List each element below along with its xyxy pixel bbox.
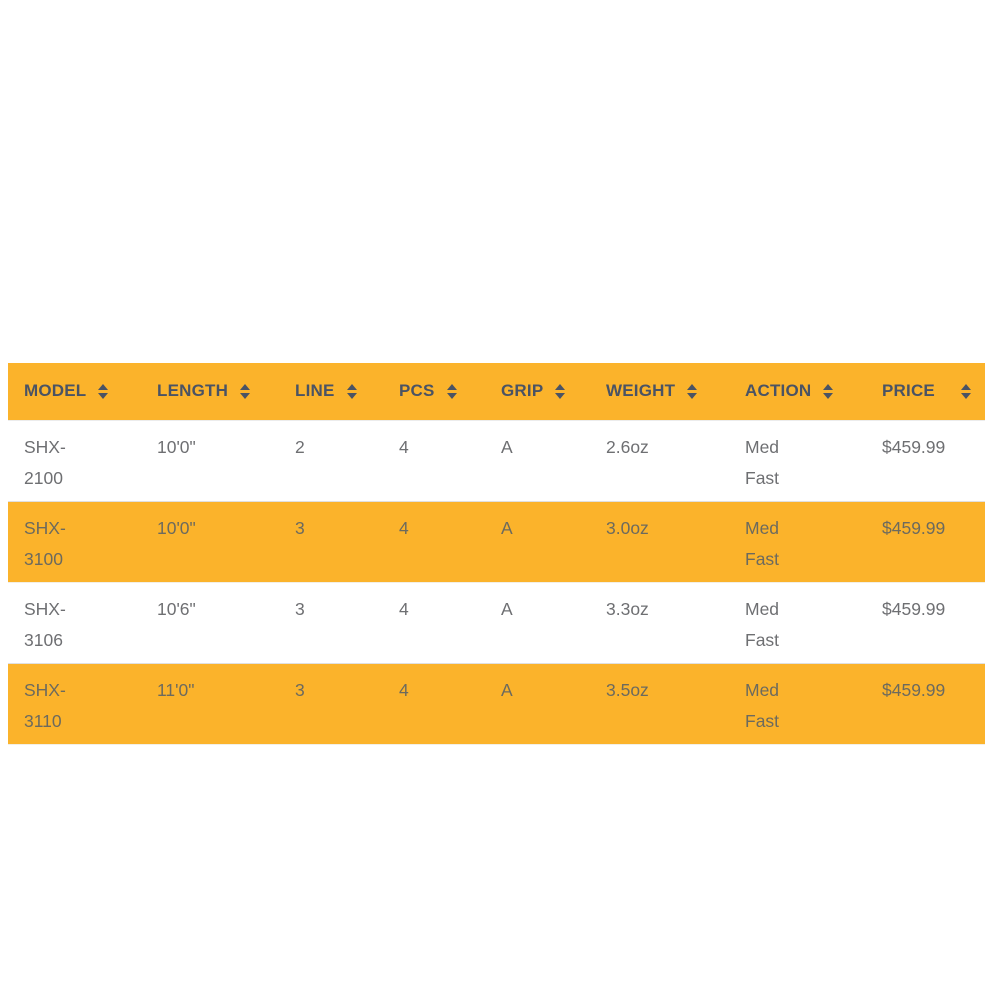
table-row: SHX- 2100 10'0" 2 4 A 2.6oz Med Fast $45…: [8, 420, 985, 502]
column-header-label: WEIGHT: [606, 381, 676, 401]
column-header-label: LINE: [295, 381, 335, 401]
cell-grip: A: [485, 663, 590, 745]
cell-model: SHX- 3106: [8, 582, 141, 664]
cell-pcs: 4: [383, 501, 485, 583]
cell-pcs: 4: [383, 582, 485, 664]
column-header-label: GRIP: [501, 381, 544, 401]
column-header-model[interactable]: MODEL: [8, 363, 141, 421]
cell-length: 10'0": [141, 501, 279, 583]
cell-action: Med Fast: [729, 663, 866, 745]
sort-arrows-icon: [555, 383, 566, 399]
cell-pcs: 4: [383, 420, 485, 502]
cell-weight: 3.5oz: [590, 663, 729, 745]
cell-action: Med Fast: [729, 501, 866, 583]
cell-model: SHX- 3100: [8, 501, 141, 583]
cell-line: 3: [279, 663, 383, 745]
column-header-pcs[interactable]: PCS: [383, 363, 485, 421]
column-header-label: MODEL: [24, 381, 87, 401]
header-row: MODEL LENGTH LINE PCS GRIP WEIGHT: [8, 363, 985, 421]
column-header-label: LENGTH: [157, 381, 229, 401]
cell-grip: A: [485, 582, 590, 664]
sort-arrows-icon: [446, 383, 457, 399]
column-header-weight[interactable]: WEIGHT: [590, 363, 729, 421]
cell-line: 3: [279, 582, 383, 664]
table-header: MODEL LENGTH LINE PCS GRIP WEIGHT: [8, 363, 985, 421]
cell-price: $459.99: [866, 582, 985, 664]
product-spec-table: MODEL LENGTH LINE PCS GRIP WEIGHT: [8, 363, 985, 745]
column-header-label: PRICE: [882, 381, 935, 401]
table-body: SHX- 2100 10'0" 2 4 A 2.6oz Med Fast $45…: [8, 420, 985, 745]
table-row: SHX- 3110 11'0" 3 4 A 3.5oz Med Fast $45…: [8, 663, 985, 745]
cell-price: $459.99: [866, 420, 985, 502]
cell-price: $459.99: [866, 663, 985, 745]
column-header-price[interactable]: PRICE: [866, 363, 985, 421]
sort-arrows-icon: [346, 383, 357, 399]
sort-arrows-icon: [240, 383, 251, 399]
cell-line: 3: [279, 501, 383, 583]
cell-length: 10'6": [141, 582, 279, 664]
cell-grip: A: [485, 501, 590, 583]
cell-length: 11'0": [141, 663, 279, 745]
cell-weight: 3.0oz: [590, 501, 729, 583]
column-header-grip[interactable]: GRIP: [485, 363, 590, 421]
sort-arrows-icon: [823, 383, 834, 399]
sort-arrows-icon: [687, 383, 698, 399]
cell-weight: 2.6oz: [590, 420, 729, 502]
table-row: SHX- 3100 10'0" 3 4 A 3.0oz Med Fast $45…: [8, 501, 985, 583]
cell-pcs: 4: [383, 663, 485, 745]
cell-grip: A: [485, 420, 590, 502]
cell-action: Med Fast: [729, 420, 866, 502]
sort-arrows-icon: [98, 383, 109, 399]
column-header-line[interactable]: LINE: [279, 363, 383, 421]
column-header-action[interactable]: ACTION: [729, 363, 866, 421]
column-header-label: PCS: [399, 381, 435, 401]
cell-line: 2: [279, 420, 383, 502]
cell-length: 10'0": [141, 420, 279, 502]
column-header-label: ACTION: [745, 381, 812, 401]
sort-arrows-icon: [961, 383, 971, 399]
column-header-length[interactable]: LENGTH: [141, 363, 279, 421]
cell-weight: 3.3oz: [590, 582, 729, 664]
cell-action: Med Fast: [729, 582, 866, 664]
table-row: SHX- 3106 10'6" 3 4 A 3.3oz Med Fast $45…: [8, 582, 985, 664]
cell-model: SHX- 2100: [8, 420, 141, 502]
cell-model: SHX- 3110: [8, 663, 141, 745]
cell-price: $459.99: [866, 501, 985, 583]
